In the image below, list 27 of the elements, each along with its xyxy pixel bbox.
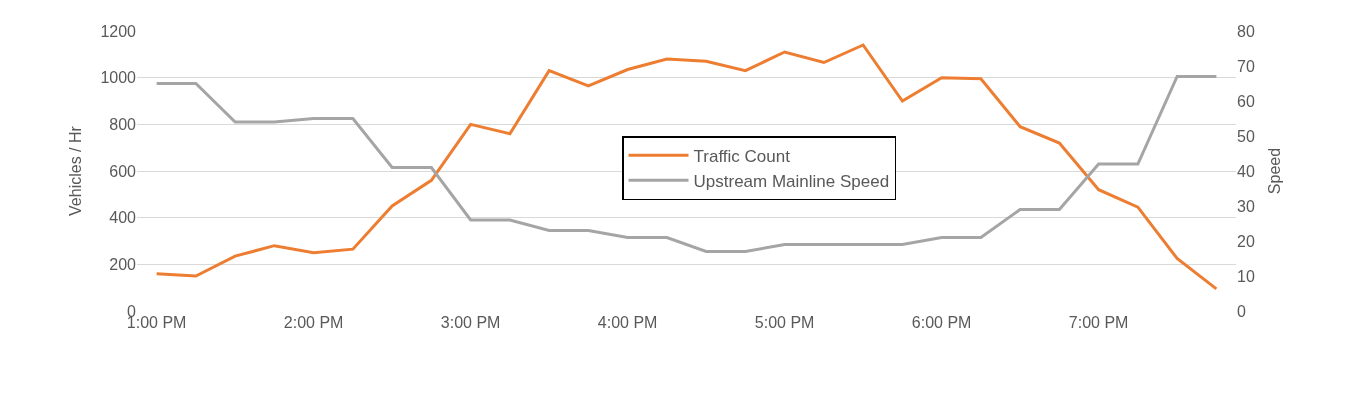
y-tick-label: 800 <box>109 115 137 133</box>
line-series <box>155 75 1218 253</box>
y2-tick-label: 80 <box>1237 22 1255 40</box>
x-tick-label: 3:00 PM <box>440 314 501 331</box>
y-tick-label: 400 <box>109 209 137 227</box>
x-tick-label: 4:00 PM <box>597 314 658 331</box>
y-tick-label: 600 <box>109 162 137 180</box>
y-tick-label: 1000 <box>100 69 137 87</box>
x-tick-label: 5:00 PM <box>754 314 815 331</box>
line-series <box>155 43 1218 291</box>
y2-tick-label: 60 <box>1237 92 1255 110</box>
y2-tick-label: 30 <box>1237 197 1255 215</box>
x-tick-label: 2:00 PM <box>283 314 344 331</box>
y2-tick-label: 0 <box>1237 302 1246 320</box>
y2-tick-label: 20 <box>1237 232 1255 250</box>
y2-tick-label: 70 <box>1237 57 1255 75</box>
y-axis-title: Vehicles / Hr <box>67 125 85 216</box>
x-tick-label: 6:00 PM <box>911 314 972 331</box>
legend-label: Upstream Mainline Speed <box>693 171 890 191</box>
y2-axis-title: Speed <box>1265 147 1283 195</box>
x-tick-label: 7:00 PM <box>1068 314 1129 331</box>
legend-label: Traffic Count <box>693 146 791 166</box>
y2-tick-label: 50 <box>1237 127 1255 145</box>
y2-tick-label: 10 <box>1237 267 1255 285</box>
y-tick-label: 1200 <box>100 22 137 40</box>
y-tick-label: 200 <box>109 255 137 273</box>
y2-tick-label: 40 <box>1237 162 1255 180</box>
